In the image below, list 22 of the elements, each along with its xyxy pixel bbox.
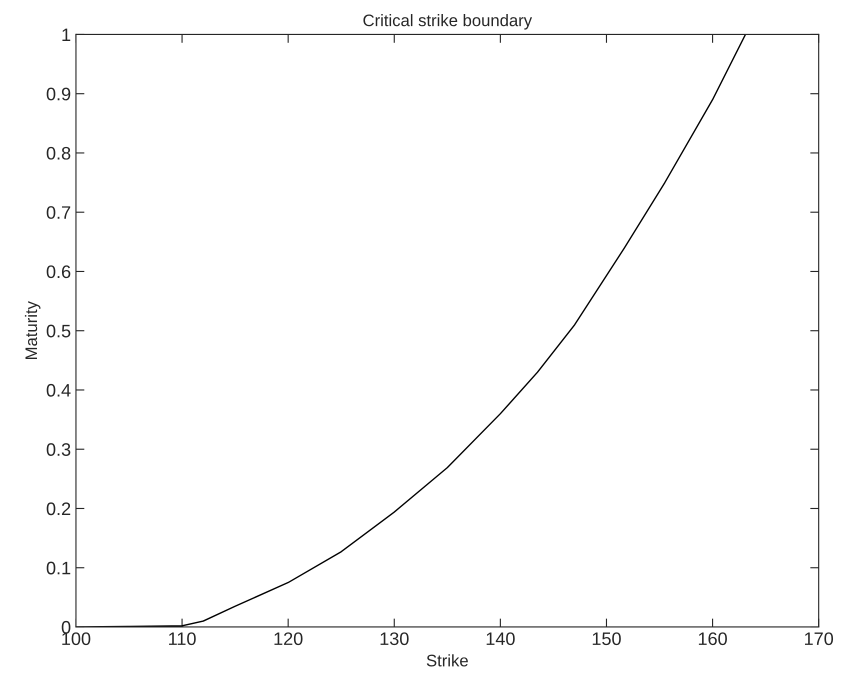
y-tick-label: 0.9 — [46, 88, 70, 100]
y-tick-label: 1 — [62, 28, 70, 41]
y-tick-label: 0.4 — [46, 384, 71, 397]
y-tick-label: 0.6 — [46, 265, 70, 278]
x-tick-label: 140 — [486, 632, 515, 646]
chart-title: Critical strike boundary — [363, 14, 532, 30]
y-tick-label: 0 — [62, 620, 70, 634]
x-tick-label: 100 — [62, 632, 90, 646]
x-tick-label: 110 — [169, 632, 196, 646]
y-tick-label: 0.3 — [46, 443, 70, 456]
y-tick-label: 0.5 — [46, 324, 70, 338]
x-tick-label: 120 — [274, 632, 303, 646]
x-tick-label: 130 — [380, 632, 409, 646]
y-tick-label: 0.7 — [46, 206, 70, 219]
y-tick-label: 0.1 — [46, 562, 70, 574]
x-tick-label: 170 — [804, 632, 834, 646]
x-tick-label: 160 — [698, 632, 727, 646]
y-axis-title: Maturity — [24, 301, 40, 359]
y-tick-label: 0.2 — [46, 502, 70, 516]
x-axis-title: Strike — [426, 654, 468, 666]
x-tick-label: 150 — [592, 632, 621, 646]
y-tick-label: 0.8 — [46, 146, 70, 160]
